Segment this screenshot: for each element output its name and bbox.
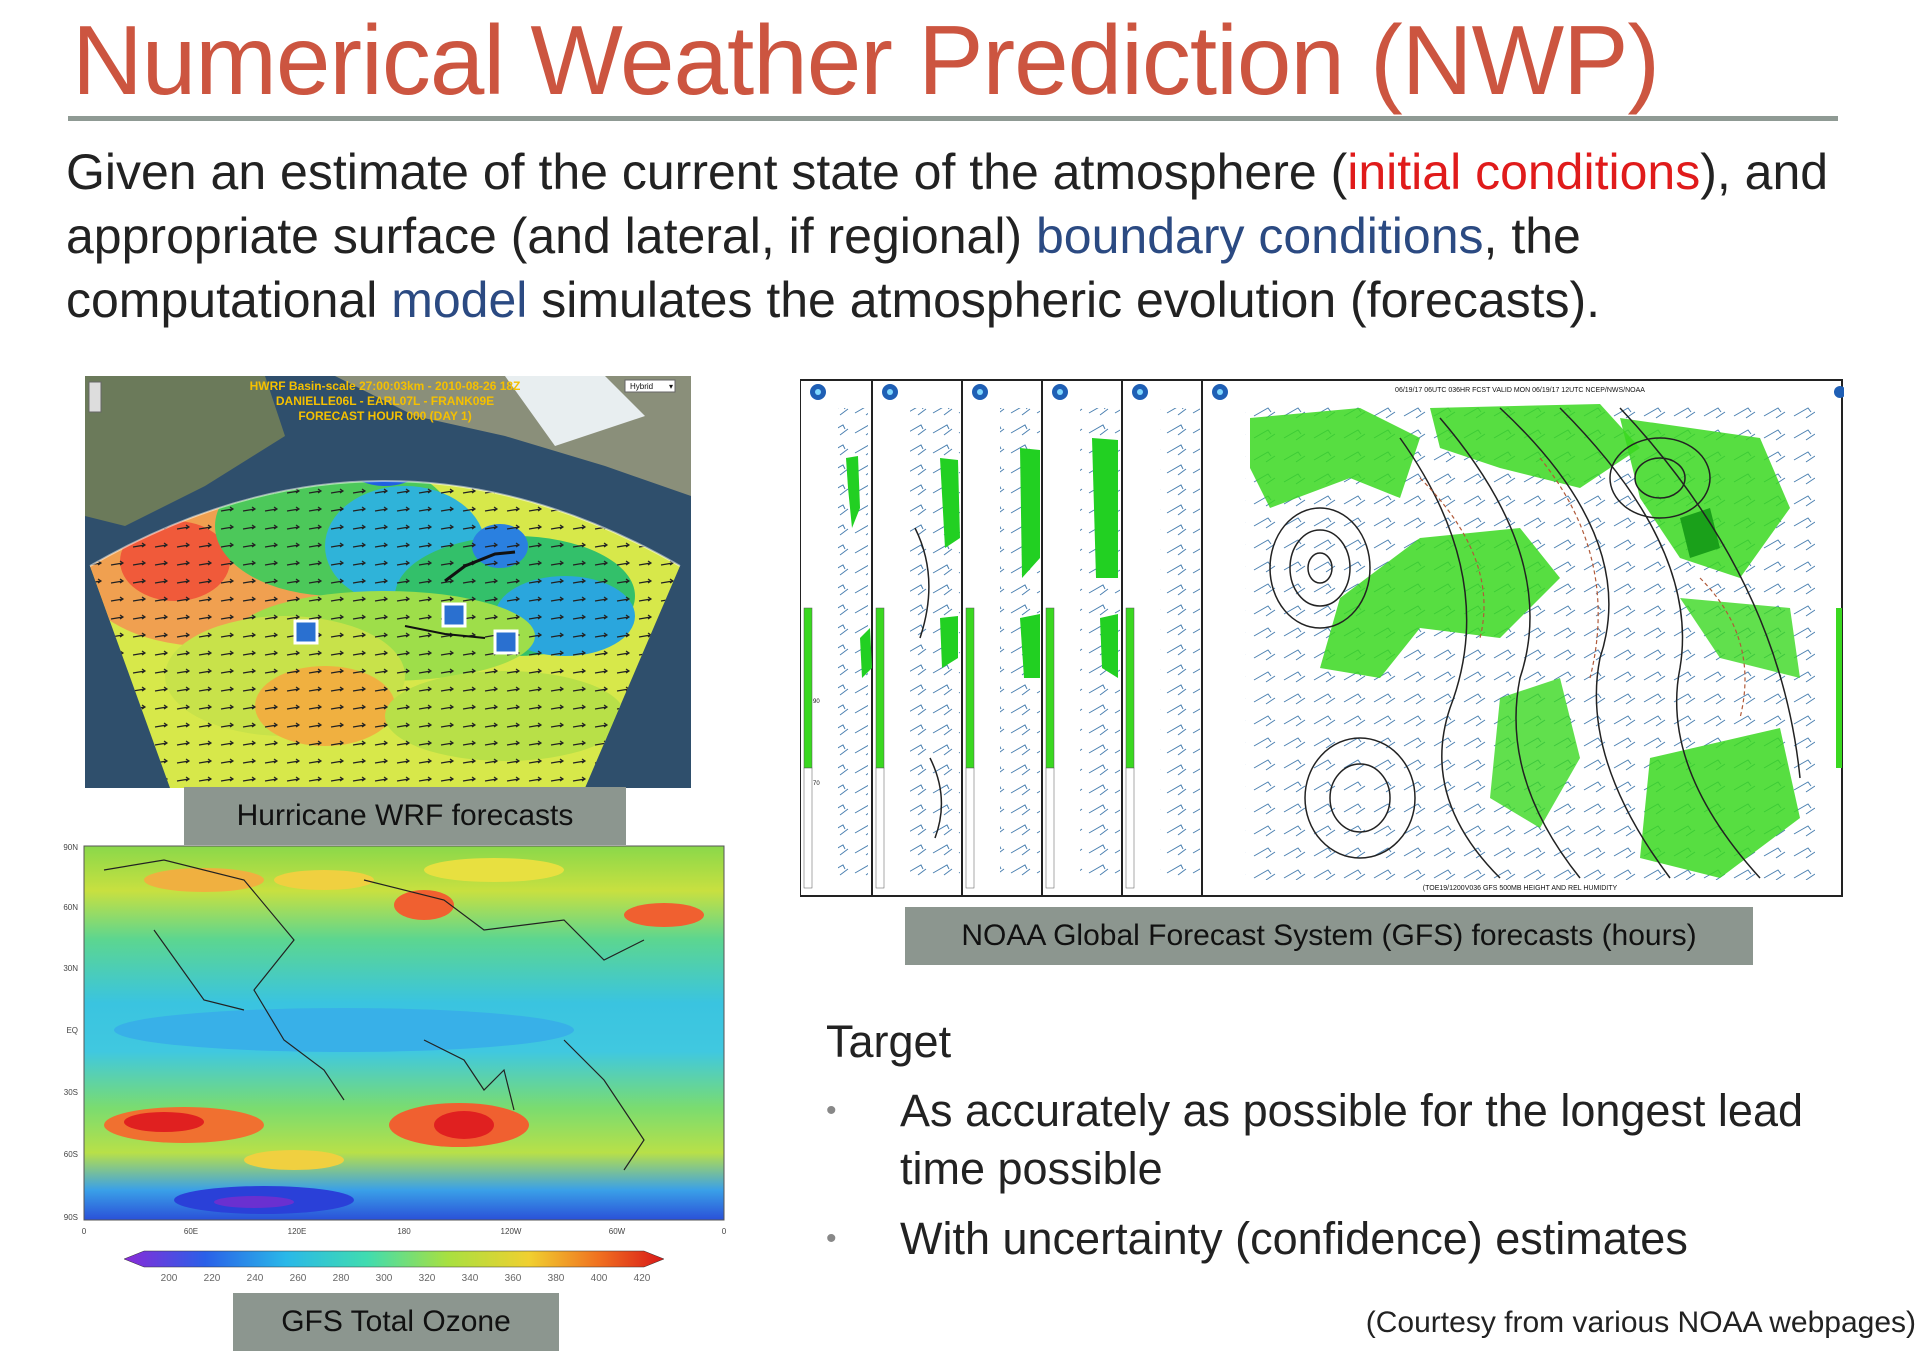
target-bullet-1: • As accurately as possible for the long…	[826, 1082, 1826, 1202]
gfs-caption: NOAA Global Forecast System (GFS) foreca…	[905, 907, 1753, 965]
lon-label: 60W	[609, 1227, 626, 1236]
colorbar-label: 320	[419, 1273, 436, 1284]
colorbar-label: 420	[634, 1273, 651, 1284]
gfs-forecast-stack: 06/19/17 06UTC 036HR FCST VALID MON 06/1…	[800, 378, 1844, 898]
hwrf-header-2: DANIELLE06L - EARL07L - FRANK09E	[276, 394, 494, 408]
ozone-caption: GFS Total Ozone	[233, 1293, 559, 1351]
forecast-panel-main: 06/19/17 06UTC 036HR FCST VALID MON 06/1…	[1201, 379, 1844, 897]
lat-label: 90N	[63, 843, 78, 852]
hwrf-header-1: HWRF Basin-scale 27:00:03km - 2010-08-26…	[250, 379, 521, 393]
forecast-panel-3	[940, 379, 1043, 897]
intro-text-1: Given an estimate of the current state o…	[66, 144, 1348, 200]
intro-paragraph: Given an estimate of the current state o…	[66, 140, 1896, 332]
map-zoom-control[interactable]	[88, 381, 102, 413]
hwrf-forecast-map: HWRF Basin-scale 27:00:03km - 2010-08-26…	[85, 376, 691, 788]
lon-label: 120E	[288, 1227, 307, 1236]
lat-label: 30N	[63, 964, 78, 973]
ozone-colorbar	[123, 1250, 665, 1268]
lat-label: 30S	[64, 1088, 78, 1097]
lat-label: 60S	[64, 1150, 78, 1159]
gfs-panel-header: 06/19/17 06UTC 036HR FCST VALID MON 06/1…	[1395, 387, 1645, 394]
model-highlight: model	[391, 272, 528, 328]
bullet-dot-icon: •	[826, 1222, 837, 1255]
lon-label: 60E	[184, 1227, 198, 1236]
lat-label: 60N	[63, 903, 78, 912]
title-divider	[68, 116, 1838, 121]
lat-label: 90S	[64, 1213, 78, 1222]
colorbar-label: 90	[813, 699, 820, 705]
colorbar-label: 240	[247, 1273, 264, 1284]
bullet-text: With uncertainty (confidence) estimates	[900, 1213, 1688, 1264]
colorbar-label: 380	[548, 1273, 565, 1284]
colorbar-label: 70	[813, 781, 820, 787]
initial-conditions-highlight: initial conditions	[1347, 144, 1701, 200]
lon-label: 120W	[501, 1227, 522, 1236]
bullet-text: As accurately as possible for the longes…	[900, 1085, 1804, 1194]
intro-text-2: ), and appropriate surface (and lateral,…	[66, 144, 1829, 264]
slide-title: Numerical Weather Prediction (NWP)	[72, 5, 1660, 115]
colorbar-label: 400	[591, 1273, 608, 1284]
lon-label: 0	[722, 1227, 727, 1236]
colorbar-label: 220	[204, 1273, 221, 1284]
colorbar-label: 260	[290, 1273, 307, 1284]
chevron-down-icon: ▾	[669, 382, 673, 391]
boundary-conditions-highlight: boundary conditions	[1035, 208, 1484, 264]
hwrf-caption: Hurricane WRF forecasts	[184, 787, 626, 845]
lat-label: EQ	[66, 1026, 78, 1035]
intro-text-4: simulates the atmospheric evolution (for…	[527, 272, 1601, 328]
lon-label: 180	[397, 1227, 411, 1236]
target-heading: Target	[826, 1016, 952, 1067]
target-bullet-2: • With uncertainty (confidence) estimate…	[826, 1210, 1826, 1270]
intro-text-3: , the computational	[66, 208, 1581, 328]
gfs-panel-footer: (TOE19/1200V036 GFS 500MB HEIGHT AND REL…	[1423, 885, 1618, 892]
lon-label: 0	[82, 1227, 87, 1236]
gfs-ozone-map: 90N 60N 30N EQ 30S 60S 90S 0 60E 120E 18…	[63, 843, 727, 1284]
hwrf-header-3: FORECAST HOUR 000 (DAY 1)	[298, 409, 471, 423]
bullet-dot-icon: •	[826, 1094, 837, 1127]
courtesy-note: (Courtesy from various NOAA webpages)	[1365, 1306, 1916, 1339]
forecast-panel-5	[1092, 379, 1203, 897]
colorbar-label: 200	[161, 1273, 178, 1284]
colorbar-label: 340	[462, 1273, 479, 1284]
hwrf-map-type-dropdown[interactable]: Hybrid	[630, 382, 653, 391]
colorbar-label: 300	[376, 1273, 393, 1284]
colorbar-label: 280	[333, 1273, 350, 1284]
colorbar-label: 360	[505, 1273, 522, 1284]
